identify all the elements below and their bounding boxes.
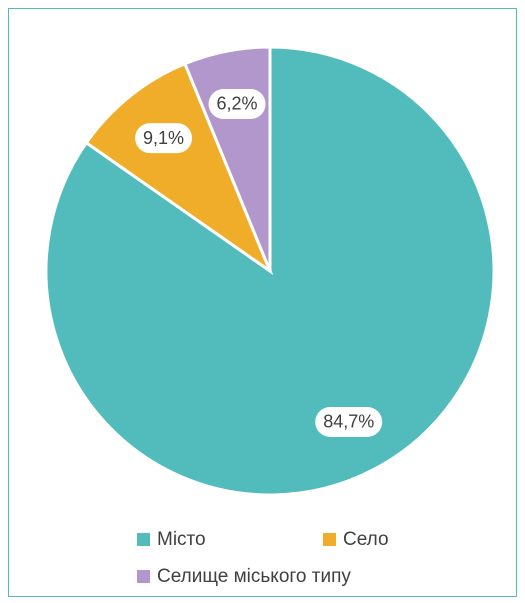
legend-label: Село	[343, 529, 389, 550]
data-label-box	[208, 88, 266, 119]
legend-label: Місто	[157, 529, 206, 550]
data-label-box	[135, 123, 193, 154]
legend-swatch	[137, 570, 150, 583]
data-label: 9,1%	[143, 128, 184, 148]
data-label: 6,2%	[217, 94, 258, 114]
pie-slice	[44, 45, 496, 497]
legend-swatch	[323, 533, 336, 546]
pie-slice	[84, 61, 274, 276]
legend-label: Селище міського типу	[157, 566, 351, 587]
data-label-box	[315, 406, 383, 437]
data-label: 84,7%	[323, 412, 374, 432]
legend-swatch	[137, 533, 150, 546]
